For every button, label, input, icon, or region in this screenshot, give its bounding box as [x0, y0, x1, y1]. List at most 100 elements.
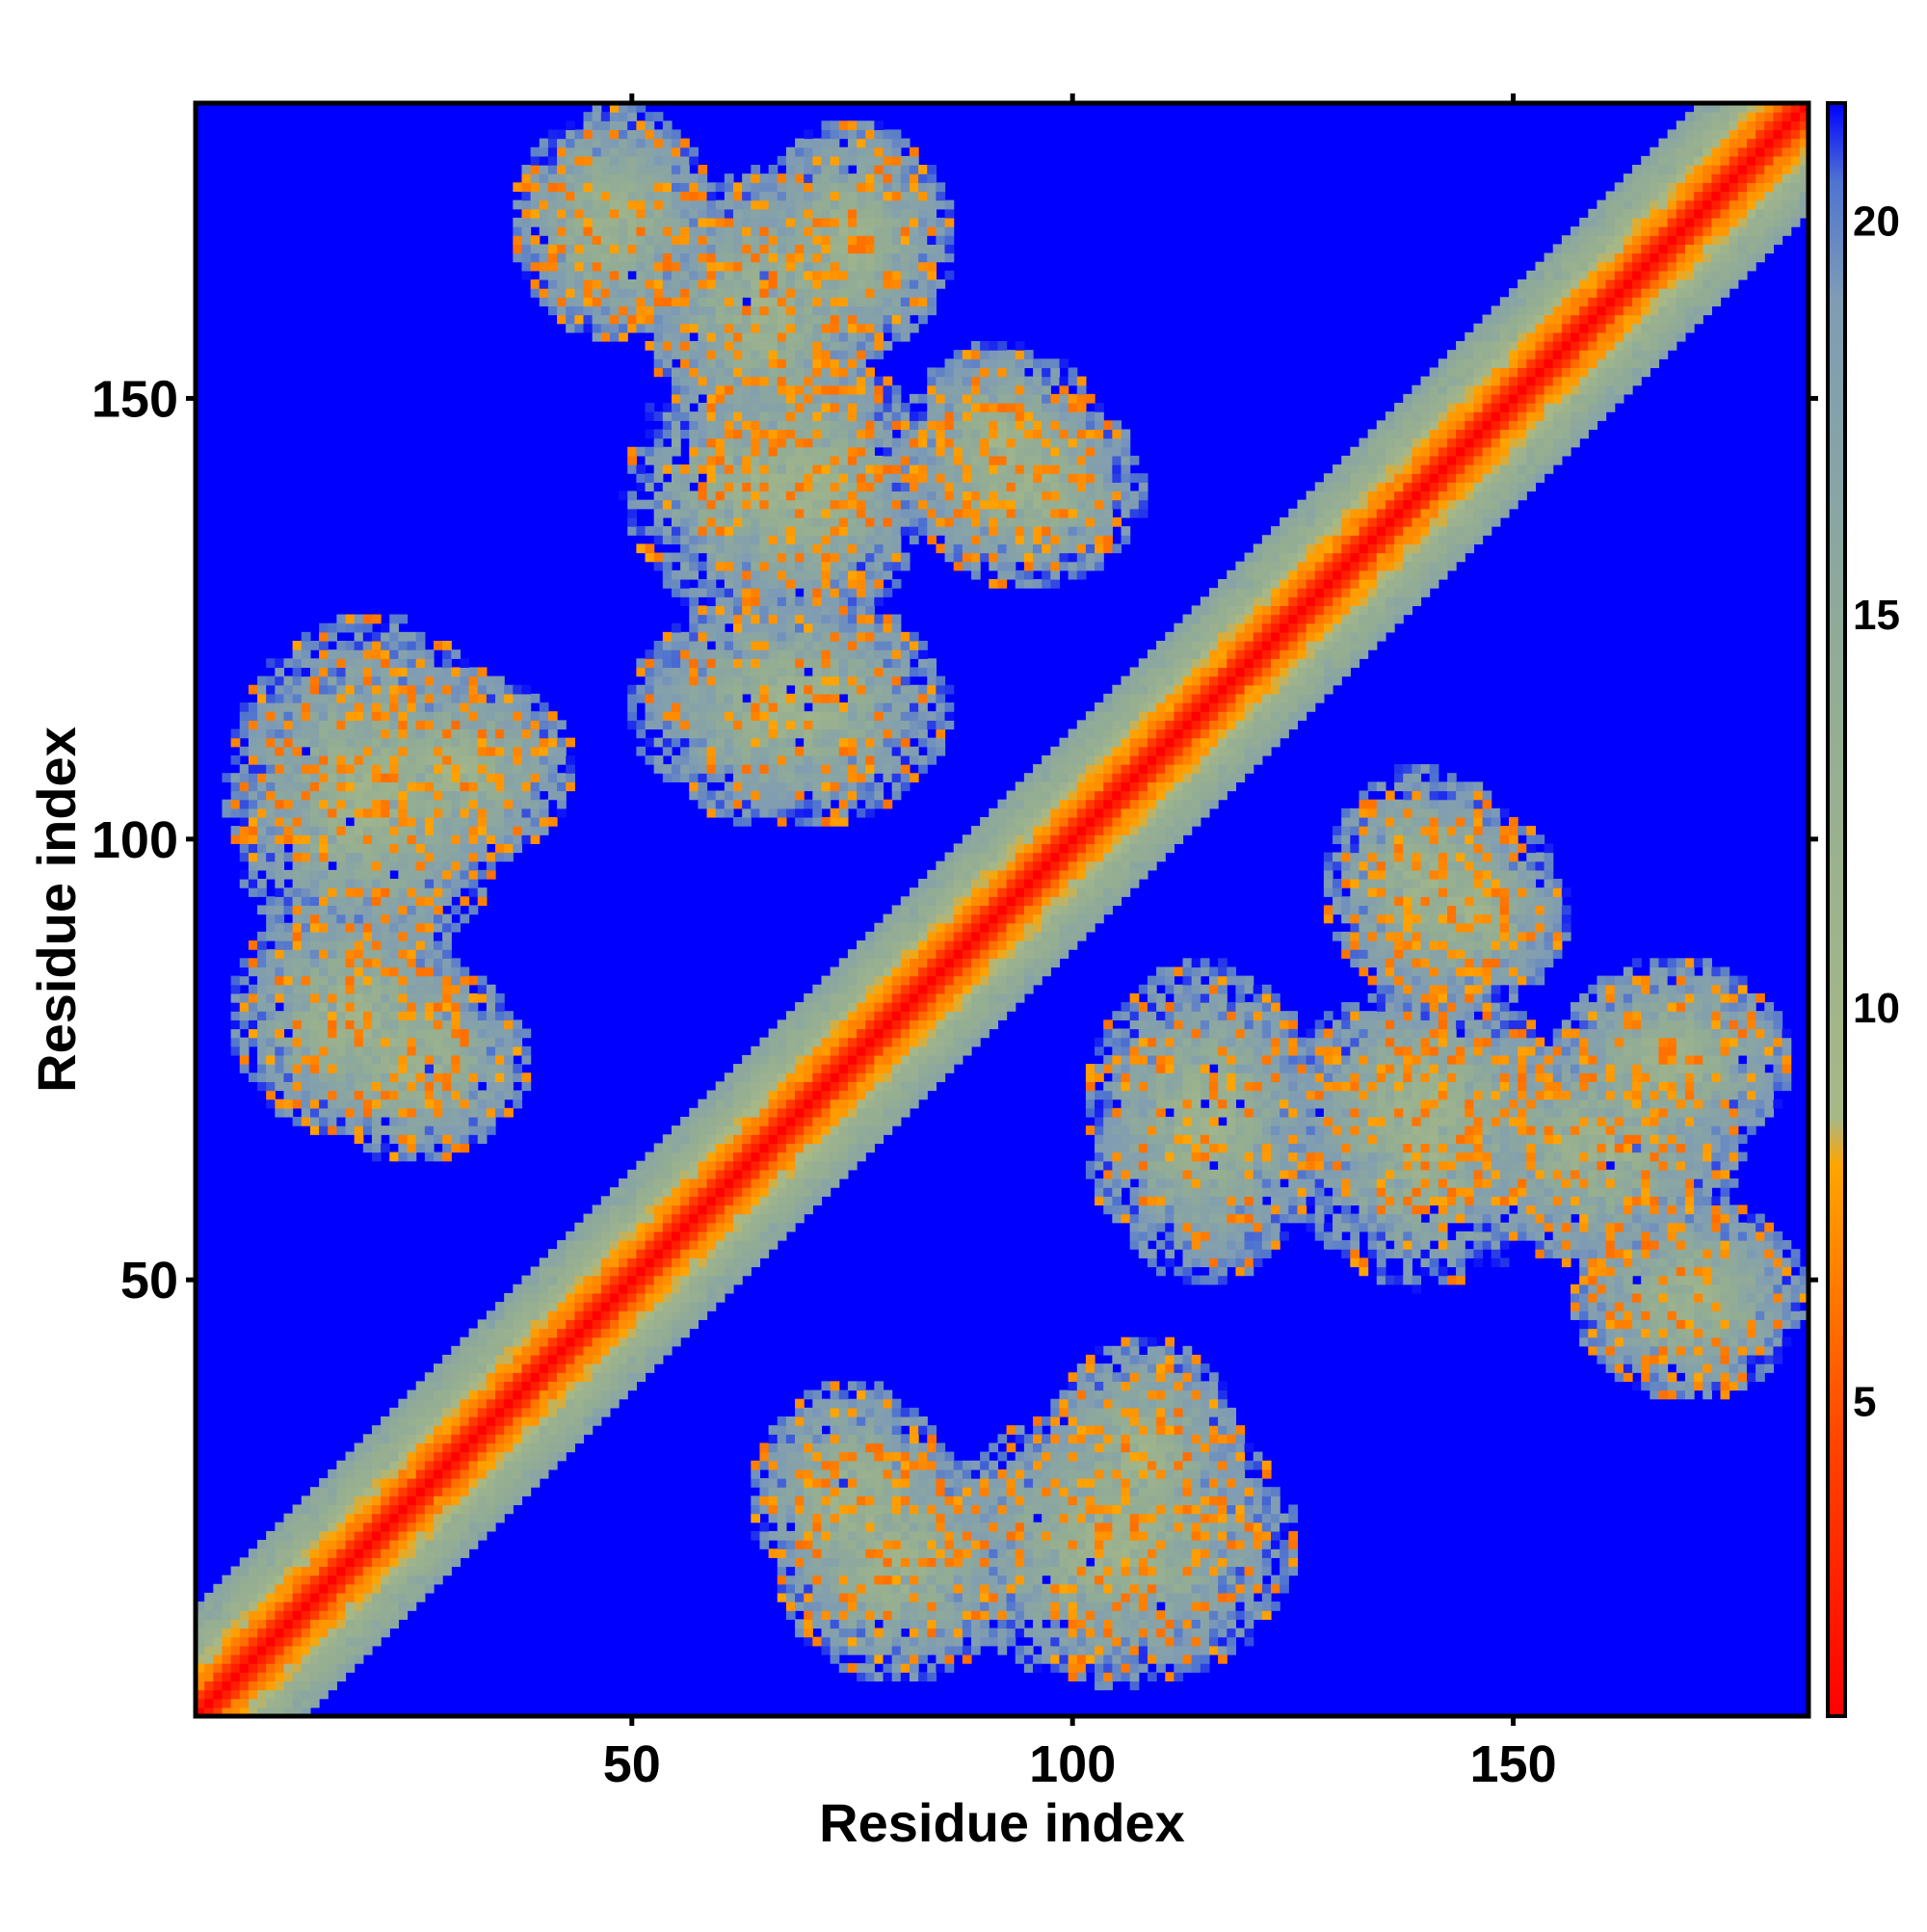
heatmap-cell: [1684, 1169, 1695, 1179]
heatmap-cell: [1165, 1249, 1175, 1258]
heatmap-cell: [1165, 1381, 1175, 1391]
heatmap-cell: [336, 1566, 347, 1576]
heatmap-cell: [521, 1284, 532, 1294]
heatmap-cell: [1755, 1266, 1765, 1277]
heatmap-cell: [1482, 1222, 1492, 1232]
heatmap-cell: [689, 1107, 700, 1118]
heatmap-cell: [795, 1504, 805, 1515]
heatmap-cell: [1632, 1354, 1642, 1364]
heatmap-cell: [451, 1478, 462, 1488]
heatmap-cell: [874, 1416, 884, 1426]
heatmap-cell: [891, 1575, 902, 1585]
heatmap-cell: [1042, 1530, 1051, 1541]
heatmap-cell: [689, 1231, 700, 1241]
heatmap-cell: [547, 1381, 558, 1391]
heatmap-cell: [547, 1460, 558, 1470]
heatmap-cell: [821, 1460, 832, 1470]
heatmap-cell: [1588, 1292, 1598, 1303]
heatmap-cell: [222, 1654, 232, 1664]
heatmap-cell: [1182, 1178, 1193, 1188]
heatmap-cell: [1518, 1151, 1527, 1162]
heatmap-cell: [865, 1619, 875, 1629]
heatmap-cell: [468, 1337, 479, 1347]
heatmap-cell: [592, 1204, 602, 1215]
heatmap-cell: [1676, 1178, 1686, 1188]
heatmap-cell: [962, 1610, 972, 1620]
heatmap-cell: [1138, 1504, 1148, 1515]
heatmap-cell: [768, 1478, 779, 1488]
heatmap-cell: [1350, 1240, 1360, 1250]
heatmap-cell: [451, 1116, 462, 1126]
heatmap-cell: [196, 1619, 205, 1629]
heatmap-cell: [838, 1487, 849, 1496]
heatmap-cell: [1623, 1231, 1633, 1241]
heatmap-cell: [1050, 1495, 1061, 1506]
heatmap-cell: [1129, 1583, 1140, 1594]
heatmap-cell: [1773, 1275, 1783, 1285]
heatmap-cell: [962, 1619, 972, 1629]
heatmap-cell: [874, 1495, 884, 1506]
heatmap-cell: [1006, 1601, 1016, 1611]
heatmap-cell: [1085, 1566, 1095, 1576]
heatmap-cell: [442, 1557, 452, 1568]
heatmap-cell: [777, 1169, 787, 1179]
heatmap-cell: [257, 1645, 267, 1655]
heatmap-cell: [204, 1645, 214, 1655]
heatmap-cell: [547, 1398, 558, 1409]
heatmap-cell: [1755, 1354, 1765, 1364]
heatmap-cell: [1095, 1487, 1104, 1496]
heatmap-cell: [1227, 1504, 1237, 1515]
heatmap-cell: [1218, 1460, 1227, 1470]
heatmap-cell: [1059, 1398, 1069, 1409]
heatmap-cell: [248, 1566, 258, 1576]
heatmap-cell: [662, 1284, 673, 1294]
heatmap-cell: [857, 1548, 866, 1558]
heatmap-cell: [653, 1284, 664, 1294]
heatmap-cell: [1200, 1575, 1210, 1585]
heatmap-cell: [1076, 1416, 1087, 1426]
heatmap-cell: [477, 1345, 488, 1356]
heatmap-cell: [1658, 1292, 1669, 1303]
heatmap-cell: [547, 1345, 558, 1356]
heatmap-cell: [830, 1530, 840, 1541]
heatmap-cell: [248, 1557, 258, 1568]
heatmap-cell: [795, 1425, 805, 1435]
heatmap-cell: [689, 1257, 700, 1268]
heatmap-cell: [1597, 1284, 1607, 1294]
heatmap-cell: [1561, 1196, 1571, 1206]
heatmap-cell: [1676, 1337, 1686, 1347]
heatmap-cell: [1641, 1213, 1650, 1224]
heatmap-cell: [1059, 1540, 1069, 1549]
heatmap-cell: [1121, 1460, 1131, 1470]
heatmap-cell: [1059, 1566, 1069, 1576]
heatmap-cell: [1235, 1540, 1246, 1549]
heatmap-cell: [1703, 1337, 1712, 1347]
heatmap-cell: [1694, 1151, 1703, 1162]
heatmap-cell: [1729, 1345, 1739, 1356]
heatmap-cell: [1667, 1231, 1677, 1241]
heatmap-cell: [266, 1583, 276, 1594]
heatmap-cell: [1385, 1222, 1395, 1232]
heatmap-cell: [1764, 1319, 1775, 1330]
heatmap-cell: [1676, 1160, 1686, 1171]
heatmap-cell: [1156, 1442, 1166, 1453]
heatmap-cell: [557, 1425, 567, 1435]
heatmap-cell: [997, 1636, 1008, 1647]
heatmap-cell: [918, 1557, 928, 1568]
heatmap-cell: [1129, 1601, 1140, 1611]
heatmap-cell: [1227, 1442, 1237, 1453]
heatmap-cell: [566, 1319, 575, 1330]
heatmap-cell: [1420, 1125, 1431, 1135]
heatmap-cell: [962, 1557, 972, 1568]
heatmap-cell: [821, 1601, 832, 1611]
heatmap-cell: [680, 1310, 690, 1320]
heatmap-cell: [1050, 1575, 1061, 1585]
heatmap-cell: [1605, 1178, 1616, 1188]
heatmap-cell: [1446, 1249, 1457, 1258]
heatmap-cell: [539, 1451, 549, 1462]
heatmap-cell: [204, 1654, 214, 1664]
heatmap-cell: [283, 1672, 294, 1682]
heatmap-cell: [909, 1530, 919, 1541]
heatmap-cell: [645, 1310, 655, 1320]
heatmap-cell: [891, 1619, 902, 1629]
